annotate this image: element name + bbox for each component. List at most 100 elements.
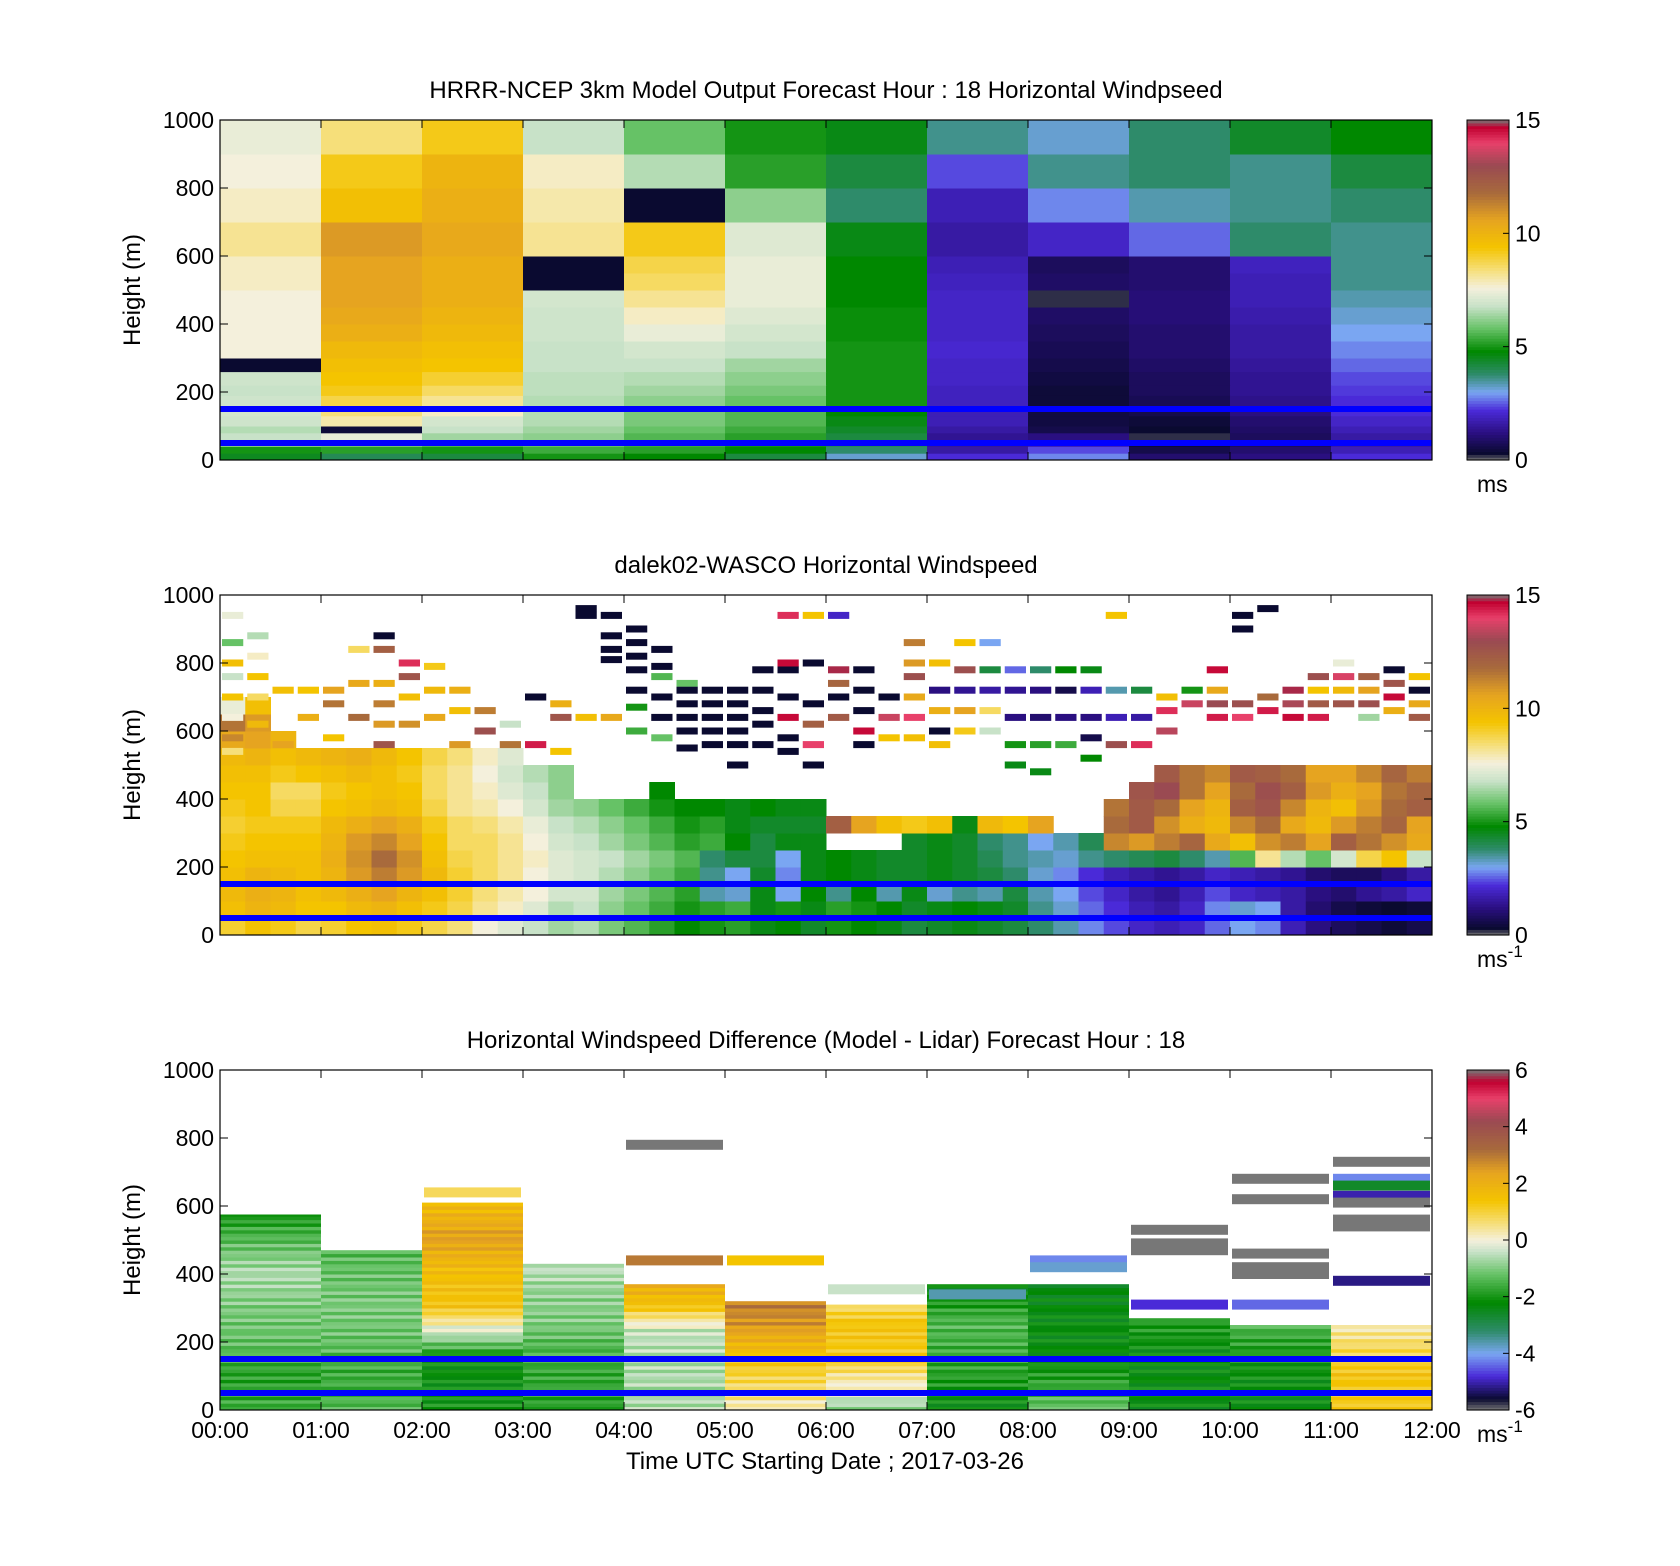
heatmap-cell xyxy=(321,748,347,766)
heatmap-cell xyxy=(472,884,499,902)
heatmap-cell xyxy=(523,1365,624,1370)
heatmap-segment xyxy=(424,713,446,721)
heatmap-cell xyxy=(1028,1365,1129,1370)
heatmap-cell xyxy=(1331,1328,1432,1333)
heatmap-cell xyxy=(674,850,701,868)
heatmap-cell xyxy=(497,765,524,783)
y-tick-label: 600 xyxy=(176,718,214,744)
heatmap-cell xyxy=(523,1382,624,1387)
colorbar-swatch xyxy=(1467,298,1509,302)
heatmap-cell xyxy=(1028,426,1130,434)
heatmap-cell xyxy=(1406,867,1433,885)
heatmap-cell xyxy=(548,833,574,851)
heatmap-cell xyxy=(800,816,827,834)
colorbar-swatch xyxy=(1467,292,1509,297)
colorbar-swatch xyxy=(1467,926,1509,930)
colorbar-swatch xyxy=(1467,190,1509,195)
heatmap-cell xyxy=(321,371,423,386)
colorbar-swatch xyxy=(1467,682,1509,687)
heatmap-cell xyxy=(523,1277,624,1282)
heatmap-cell xyxy=(598,884,625,902)
heatmap-segment xyxy=(777,734,799,742)
heatmap-segment xyxy=(903,734,925,742)
x-tick-label: 04:00 xyxy=(595,1417,653,1443)
heatmap-cell xyxy=(1230,256,1332,274)
heatmap-cell xyxy=(422,1277,523,1282)
heatmap-cell xyxy=(927,1342,1028,1346)
heatmap-cell xyxy=(371,901,398,919)
heatmap-cell xyxy=(927,1338,1028,1343)
heatmap-cell xyxy=(1204,918,1231,936)
colorbar-swatch xyxy=(1467,352,1509,356)
heatmap-cell xyxy=(422,324,524,342)
heatmap-cell xyxy=(1230,188,1332,223)
colorbar-swatch xyxy=(1467,1109,1509,1114)
heatmap-cell xyxy=(321,1284,422,1289)
colorbar-swatch xyxy=(1467,1271,1509,1275)
heatmap-cell xyxy=(624,371,726,386)
heatmap-cell xyxy=(624,1406,725,1411)
heatmap-segment xyxy=(1307,713,1329,721)
heatmap-segment xyxy=(474,727,496,735)
heatmap-cell xyxy=(321,1382,422,1387)
heatmap-cell xyxy=(220,1338,321,1343)
heatmap-cell xyxy=(346,850,372,868)
x-tick-label: 09:00 xyxy=(1100,1417,1158,1443)
heatmap-cell xyxy=(523,1342,624,1346)
heatmap-segment xyxy=(373,741,395,749)
colorbar-swatch xyxy=(1467,1319,1509,1323)
heatmap-cell xyxy=(649,850,675,868)
heatmap-cell xyxy=(220,765,246,783)
heatmap-cell xyxy=(1331,307,1433,325)
heatmap-cell xyxy=(649,782,675,800)
colorbar-swatch xyxy=(1467,918,1509,922)
heatmap-cell xyxy=(396,799,423,817)
heatmap-segment xyxy=(727,1255,824,1266)
colorbar-swatch xyxy=(1467,796,1509,800)
heatmap-segment xyxy=(1055,741,1077,749)
heatmap-cell xyxy=(523,1335,624,1340)
heatmap-cell xyxy=(826,867,852,885)
heatmap-cell xyxy=(952,850,978,868)
heatmap-segment xyxy=(1105,611,1127,619)
heatmap-cell xyxy=(624,850,650,868)
heatmap-segment xyxy=(651,713,673,721)
heatmap-cell xyxy=(523,188,625,223)
panel-2: dalek02-WASCO Horizontal Windspeed020040… xyxy=(119,552,1541,972)
heatmap-cell xyxy=(523,1274,624,1278)
heatmap-cell xyxy=(826,307,928,325)
heatmap-cell xyxy=(725,273,827,291)
colorbar-swatch xyxy=(1467,818,1509,823)
heatmap-cell xyxy=(624,1403,725,1408)
colorbar-swatch xyxy=(1467,321,1509,325)
colorbar-swatch xyxy=(1467,1265,1509,1269)
heatmap-cell xyxy=(523,1270,624,1275)
heatmap-cell xyxy=(927,273,1029,291)
heatmap-cell xyxy=(1331,1403,1432,1408)
heatmap-cell xyxy=(422,799,448,817)
heatmap-cell xyxy=(321,1270,422,1275)
heatmap-cell xyxy=(422,120,524,155)
colorbar-swatch xyxy=(1467,1112,1509,1116)
heatmap-cell xyxy=(826,1308,927,1312)
heatmap-segment xyxy=(1232,1173,1329,1184)
colorbar-swatch xyxy=(1467,120,1509,124)
colorbar-swatch xyxy=(1467,801,1509,806)
heatmap-cell xyxy=(523,307,625,325)
heatmap-segment xyxy=(903,713,925,721)
colorbar-swatch xyxy=(1467,1359,1509,1363)
heatmap-cell xyxy=(1230,901,1256,919)
heatmap-cell xyxy=(1230,884,1256,902)
heatmap-cell xyxy=(1028,256,1130,274)
heatmap-cell xyxy=(220,1376,321,1380)
colorbar-swatch xyxy=(1467,932,1509,936)
heatmap-cell xyxy=(826,395,928,407)
heatmap-cell xyxy=(1331,782,1357,800)
colorbar-swatch xyxy=(1467,810,1509,814)
heatmap-cell xyxy=(1331,395,1433,407)
heatmap-cell xyxy=(1129,1342,1230,1346)
heatmap-segment xyxy=(600,713,622,721)
heatmap-segment xyxy=(828,1284,925,1295)
heatmap-cell xyxy=(220,1257,321,1261)
heatmap-segment xyxy=(247,720,269,728)
